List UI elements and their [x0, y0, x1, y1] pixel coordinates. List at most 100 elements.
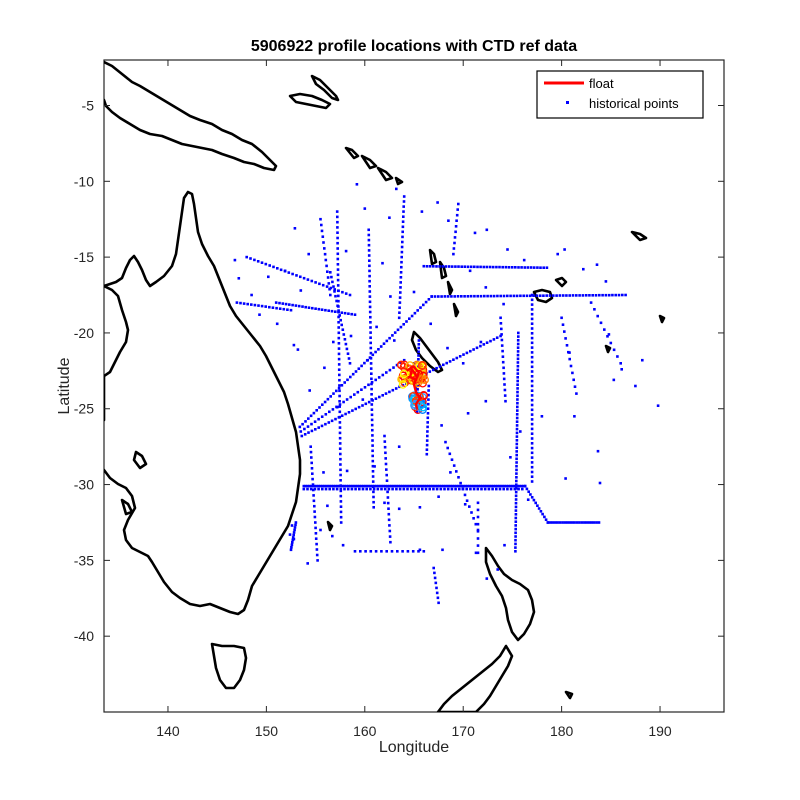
- historical-point: [495, 487, 498, 491]
- historical-point: [515, 431, 519, 435]
- historical-point: [279, 268, 283, 272]
- historical-point: [514, 546, 517, 549]
- historical-point: [456, 295, 460, 298]
- historical-point: [565, 294, 568, 297]
- historical-point: [417, 350, 420, 354]
- historical-point: [503, 484, 506, 488]
- historical-point: [337, 363, 341, 366]
- historical-point: [425, 448, 429, 451]
- historical-point: [479, 265, 482, 269]
- historical-point: [320, 223, 323, 227]
- historical-point: [465, 487, 468, 491]
- historical-point: [515, 294, 519, 298]
- historical-point: [338, 436, 342, 440]
- historical-point: [482, 343, 486, 346]
- historical-point: [435, 487, 439, 491]
- historical-point: [338, 403, 342, 406]
- historical-point: [469, 487, 472, 491]
- historical-point: [515, 457, 518, 461]
- historical-point: [336, 252, 340, 256]
- historical-point: [573, 385, 577, 388]
- historical-point: [552, 294, 555, 297]
- historical-point: [512, 484, 516, 488]
- legend-historical-label: historical points: [589, 96, 679, 111]
- historical-point: [514, 542, 517, 546]
- historical-point: [371, 475, 375, 478]
- historical-point: [563, 521, 567, 524]
- historical-point: [426, 430, 429, 433]
- historical-point: [406, 487, 409, 491]
- historical-point: [275, 322, 279, 326]
- historical-point: [536, 504, 539, 507]
- historical-point: [302, 276, 306, 280]
- historical-point: [369, 357, 373, 360]
- historical-point: [460, 484, 464, 488]
- historical-point: [308, 389, 311, 392]
- historical-point: [529, 266, 533, 269]
- historical-point: [304, 484, 307, 488]
- historical-point: [443, 295, 447, 298]
- historical-point: [391, 487, 394, 491]
- historical-point: [516, 346, 520, 349]
- historical-point: [338, 400, 341, 403]
- x-axis-label: Longitude: [379, 739, 449, 756]
- historical-point: [572, 378, 575, 382]
- historical-point: [299, 430, 303, 433]
- historical-point: [541, 512, 544, 516]
- historical-point: [385, 479, 389, 482]
- historical-point: [425, 484, 428, 488]
- historical-point: [479, 340, 483, 344]
- historical-point: [489, 339, 492, 343]
- historical-point: [446, 446, 449, 450]
- historical-point: [399, 325, 403, 329]
- historical-point: [399, 286, 402, 289]
- historical-point: [391, 484, 395, 488]
- float-profile-marker: [418, 402, 428, 412]
- coastline-samoa: [630, 230, 648, 242]
- historical-point: [338, 314, 341, 317]
- historical-point: [323, 400, 327, 404]
- historical-point: [500, 338, 504, 342]
- historical-point: [619, 362, 622, 365]
- historical-point: [530, 403, 534, 407]
- historical-point: [556, 252, 559, 256]
- historical-point: [530, 470, 534, 474]
- historical-point: [503, 383, 506, 386]
- historical-point: [374, 397, 378, 400]
- historical-point: [340, 323, 343, 327]
- historical-point: [376, 487, 380, 491]
- historical-point: [328, 410, 331, 414]
- historical-point: [395, 484, 399, 488]
- historical-point: [468, 269, 472, 273]
- historical-point: [368, 279, 371, 283]
- historical-point: [260, 261, 264, 264]
- historical-point: [513, 487, 517, 491]
- historical-point: [374, 550, 378, 553]
- historical-point: [391, 334, 394, 337]
- historical-point: [301, 422, 304, 426]
- historical-point: [514, 527, 517, 531]
- historical-point: [367, 249, 371, 252]
- historical-point: [335, 405, 339, 409]
- historical-point: [360, 364, 363, 368]
- historical-point: [253, 258, 256, 262]
- historical-point: [484, 286, 488, 289]
- historical-point: [432, 566, 435, 570]
- historical-point: [510, 266, 514, 269]
- historical-point: [530, 413, 534, 416]
- historical-point: [450, 265, 454, 268]
- historical-point: [445, 361, 448, 365]
- historical-point: [348, 293, 352, 297]
- historical-point: [315, 542, 318, 546]
- historical-point: [328, 487, 331, 491]
- historical-point: [339, 505, 343, 508]
- historical-point: [437, 295, 440, 298]
- historical-point: [595, 263, 599, 266]
- historical-point: [390, 550, 394, 553]
- historical-point: [314, 428, 317, 431]
- historical-point: [433, 576, 437, 580]
- y-axis: -5 -10 -15 -20 -25 -30 -35 -40: [74, 97, 724, 644]
- historical-point: [496, 484, 499, 488]
- x-tick-label: 170: [452, 723, 476, 739]
- historical-point: [509, 294, 512, 298]
